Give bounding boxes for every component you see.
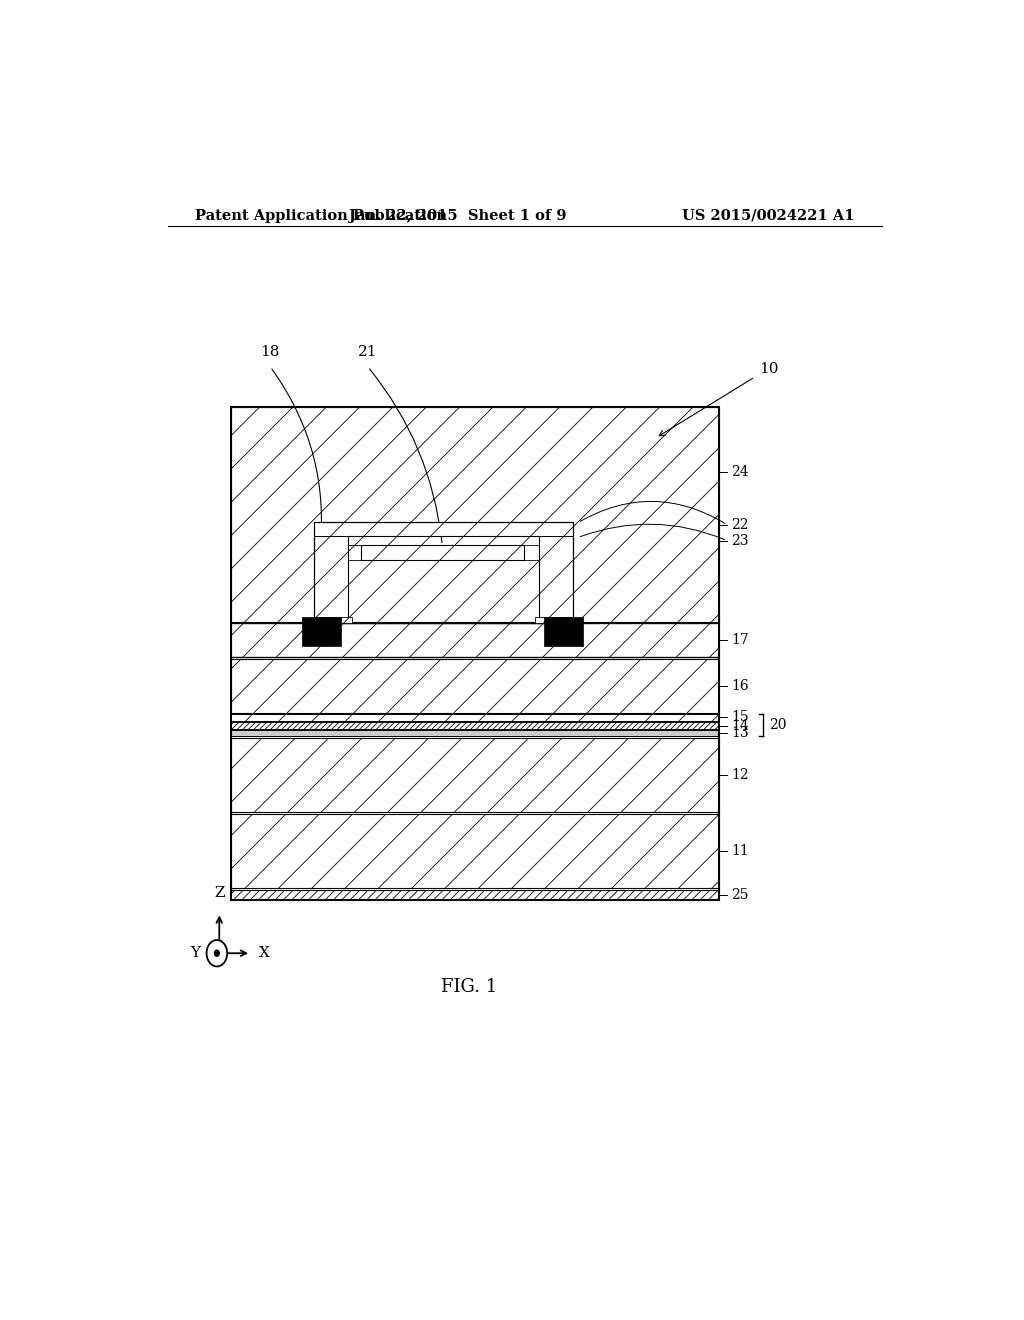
Bar <box>231 814 719 888</box>
Text: Y: Y <box>190 946 201 960</box>
Bar <box>314 616 351 623</box>
Text: 12: 12 <box>731 768 749 781</box>
Bar <box>231 890 719 900</box>
Text: 17: 17 <box>731 634 749 647</box>
Bar <box>231 623 719 657</box>
Text: 21: 21 <box>358 345 378 359</box>
Text: 14: 14 <box>731 718 749 733</box>
Bar <box>314 521 572 536</box>
Text: FIG. 1: FIG. 1 <box>441 978 498 995</box>
Bar <box>231 659 719 713</box>
Text: 11: 11 <box>731 843 749 858</box>
Bar <box>348 545 539 560</box>
Bar <box>539 536 572 623</box>
Text: 15: 15 <box>731 710 749 725</box>
Text: 10: 10 <box>759 362 778 376</box>
Circle shape <box>207 940 227 966</box>
Text: 25: 25 <box>731 888 749 902</box>
Text: US 2015/0024221 A1: US 2015/0024221 A1 <box>682 209 854 223</box>
Bar <box>231 722 719 730</box>
Text: 24: 24 <box>731 465 749 479</box>
Text: Z: Z <box>214 886 224 900</box>
Bar <box>231 730 719 737</box>
Bar <box>231 738 719 812</box>
Text: Jan. 22, 2015  Sheet 1 of 9: Jan. 22, 2015 Sheet 1 of 9 <box>348 209 566 223</box>
Bar <box>302 616 341 645</box>
Bar <box>544 616 583 645</box>
Bar <box>536 616 572 623</box>
Circle shape <box>214 950 219 956</box>
Text: Patent Application Publication: Patent Application Publication <box>196 209 447 223</box>
Text: 20: 20 <box>769 718 786 733</box>
Bar <box>231 714 719 721</box>
Text: 18: 18 <box>260 345 280 359</box>
Bar <box>314 536 348 623</box>
Bar <box>231 408 719 900</box>
Text: 22: 22 <box>731 517 749 532</box>
Text: 23: 23 <box>731 533 749 548</box>
Text: 16: 16 <box>731 678 749 693</box>
Bar <box>231 408 719 622</box>
Text: 13: 13 <box>731 726 749 741</box>
Text: X: X <box>259 946 269 960</box>
